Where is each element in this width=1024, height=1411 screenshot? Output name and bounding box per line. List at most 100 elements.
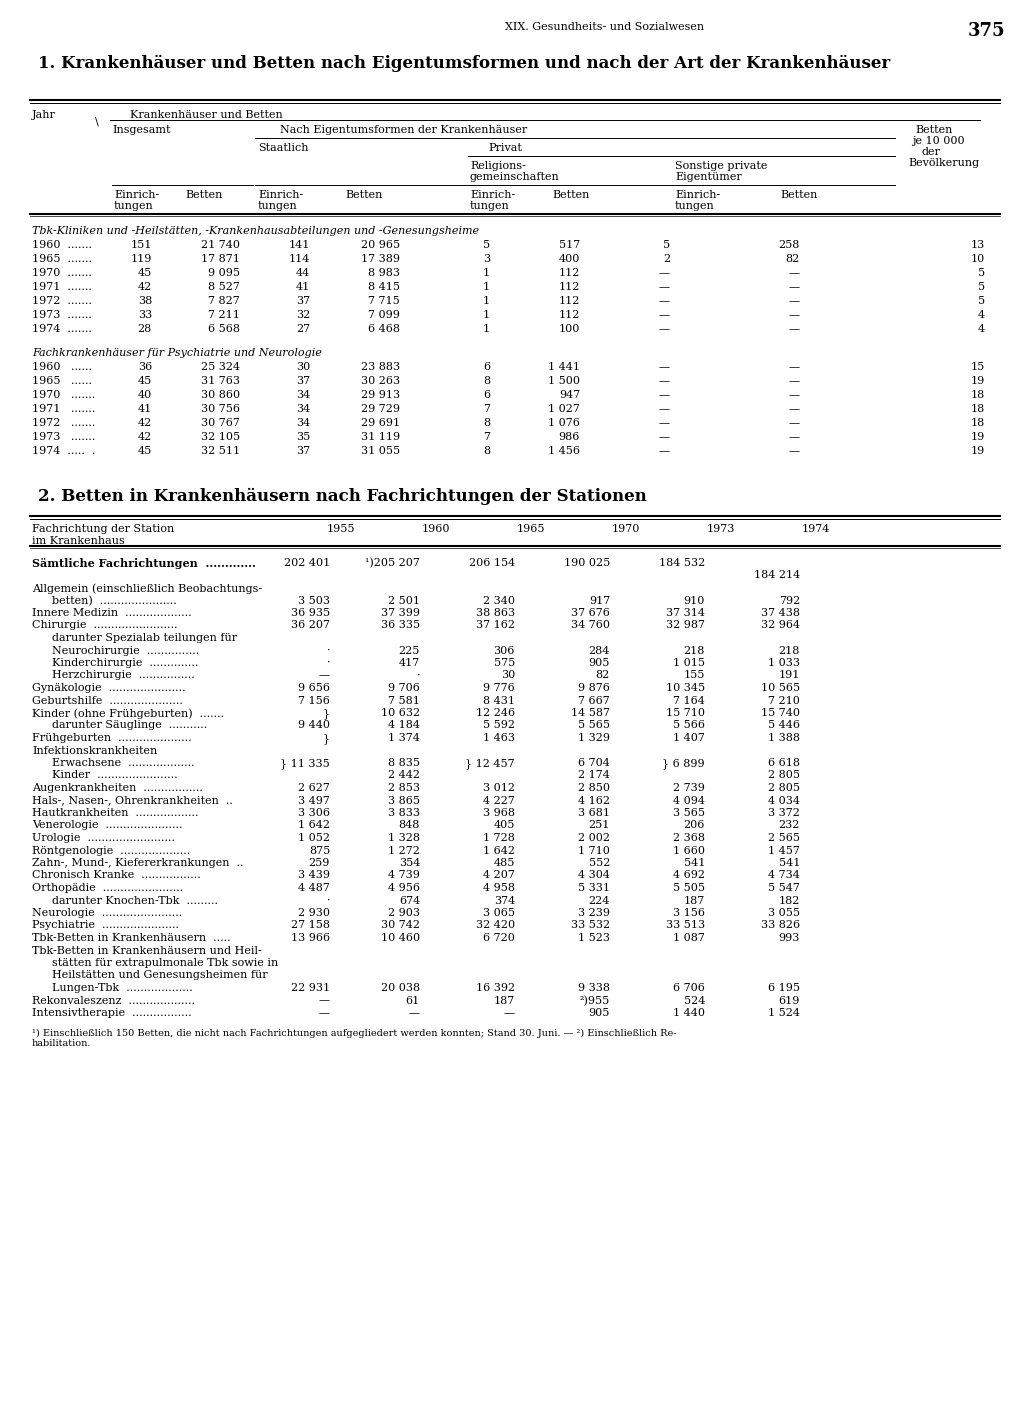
Text: 7 715: 7 715: [369, 296, 400, 306]
Text: 15 740: 15 740: [761, 708, 800, 718]
Text: } 11 335: } 11 335: [281, 758, 330, 769]
Text: 4 207: 4 207: [483, 871, 515, 880]
Text: 155: 155: [684, 670, 705, 680]
Text: 42: 42: [138, 282, 152, 292]
Text: Allgemein (einschließlich Beobachtungs-: Allgemein (einschließlich Beobachtungs-: [32, 583, 262, 594]
Text: 82: 82: [785, 254, 800, 264]
Text: 947: 947: [559, 389, 580, 399]
Text: 417: 417: [398, 658, 420, 667]
Text: 232: 232: [778, 821, 800, 831]
Text: —: —: [788, 389, 800, 399]
Text: 34: 34: [296, 389, 310, 399]
Text: 3: 3: [483, 254, 490, 264]
Text: ¹) Einschließlich 150 Betten, die nicht nach Fachrichtungen aufgegliedert werden: ¹) Einschließlich 150 Betten, die nicht …: [32, 1029, 677, 1037]
Text: Hals-, Nasen-, Ohrenkrankheiten  ..: Hals-, Nasen-, Ohrenkrankheiten ..: [32, 796, 232, 806]
Text: 3 439: 3 439: [298, 871, 330, 880]
Text: 6 704: 6 704: [579, 758, 610, 768]
Text: Einrich-: Einrich-: [470, 190, 515, 200]
Text: 848: 848: [398, 821, 420, 831]
Text: 5 592: 5 592: [483, 721, 515, 731]
Text: 1: 1: [483, 268, 490, 278]
Text: 1972  .......: 1972 .......: [32, 296, 92, 306]
Text: 36 207: 36 207: [291, 621, 330, 631]
Text: 8 431: 8 431: [483, 696, 515, 706]
Text: 32 420: 32 420: [476, 920, 515, 930]
Text: darunter Säuglinge  ...........: darunter Säuglinge ...........: [52, 721, 207, 731]
Text: 184 532: 184 532: [658, 557, 705, 569]
Text: 61: 61: [406, 996, 420, 1006]
Text: Chirurgie  ........................: Chirurgie ........................: [32, 621, 177, 631]
Text: } 6 899: } 6 899: [663, 758, 705, 769]
Text: 2 565: 2 565: [768, 832, 800, 842]
Text: 42: 42: [138, 418, 152, 428]
Text: —: —: [788, 268, 800, 278]
Text: 2 853: 2 853: [388, 783, 420, 793]
Text: 34: 34: [296, 418, 310, 428]
Text: 1960: 1960: [422, 523, 450, 533]
Text: 905: 905: [589, 658, 610, 667]
Text: 18: 18: [971, 418, 985, 428]
Text: 17 389: 17 389: [361, 254, 400, 264]
Text: 218: 218: [778, 645, 800, 656]
Text: }: }: [323, 708, 330, 718]
Text: 6 618: 6 618: [768, 758, 800, 768]
Text: 4 094: 4 094: [673, 796, 705, 806]
Text: Zahn-, Mund-, Kiefererkrankungen  ..: Zahn-, Mund-, Kiefererkrankungen ..: [32, 858, 244, 868]
Text: betten)  ......................: betten) ......................: [52, 595, 177, 605]
Text: 19: 19: [971, 446, 985, 456]
Text: 20 965: 20 965: [360, 240, 400, 250]
Text: 45: 45: [138, 375, 152, 387]
Text: 4 739: 4 739: [388, 871, 420, 880]
Text: —: —: [658, 282, 670, 292]
Text: Insgesamt: Insgesamt: [112, 126, 171, 135]
Text: 9 095: 9 095: [208, 268, 240, 278]
Text: 8 983: 8 983: [368, 268, 400, 278]
Text: 45: 45: [138, 268, 152, 278]
Text: 10 460: 10 460: [381, 933, 420, 943]
Text: Kinderchirurgie  ..............: Kinderchirurgie ..............: [52, 658, 199, 667]
Text: 1 052: 1 052: [298, 832, 330, 842]
Text: 1973: 1973: [707, 523, 735, 533]
Text: —: —: [658, 375, 670, 387]
Text: 13: 13: [971, 240, 985, 250]
Text: 1 463: 1 463: [483, 732, 515, 744]
Text: Betten: Betten: [915, 126, 952, 135]
Text: 3 865: 3 865: [388, 796, 420, 806]
Text: 151: 151: [131, 240, 152, 250]
Text: 2 627: 2 627: [298, 783, 330, 793]
Text: 1 329: 1 329: [578, 732, 610, 744]
Text: 3 497: 3 497: [298, 796, 330, 806]
Text: 27: 27: [296, 325, 310, 334]
Text: 112: 112: [559, 310, 580, 320]
Text: 34: 34: [296, 404, 310, 413]
Text: 32 987: 32 987: [666, 621, 705, 631]
Text: 3 306: 3 306: [298, 809, 330, 818]
Text: 1 328: 1 328: [388, 832, 420, 842]
Text: 32 964: 32 964: [761, 621, 800, 631]
Text: 10 565: 10 565: [761, 683, 800, 693]
Text: 986: 986: [559, 432, 580, 442]
Text: 5 505: 5 505: [673, 883, 705, 893]
Text: 25 324: 25 324: [201, 363, 240, 373]
Text: Betten: Betten: [552, 190, 590, 200]
Text: 112: 112: [559, 268, 580, 278]
Text: Rekonvaleszenz  ...................: Rekonvaleszenz ...................: [32, 996, 195, 1006]
Text: 875: 875: [309, 845, 330, 855]
Text: 6: 6: [483, 363, 490, 373]
Text: 1 710: 1 710: [579, 845, 610, 855]
Text: Orthopädie  .......................: Orthopädie .......................: [32, 883, 183, 893]
Text: 37 399: 37 399: [381, 608, 420, 618]
Text: 619: 619: [778, 996, 800, 1006]
Text: 32 105: 32 105: [201, 432, 240, 442]
Text: ·: ·: [327, 645, 330, 656]
Text: } 12 457: } 12 457: [465, 758, 515, 769]
Text: 5 566: 5 566: [673, 721, 705, 731]
Text: 4: 4: [978, 310, 985, 320]
Text: 27 158: 27 158: [291, 920, 330, 930]
Text: 5 565: 5 565: [578, 721, 610, 731]
Text: 13 966: 13 966: [291, 933, 330, 943]
Text: Intensivtherapie  .................: Intensivtherapie .................: [32, 1007, 191, 1017]
Text: Bevölkerung: Bevölkerung: [908, 158, 979, 168]
Text: Gynäkologie  ......................: Gynäkologie ......................: [32, 683, 185, 693]
Text: 3 012: 3 012: [483, 783, 515, 793]
